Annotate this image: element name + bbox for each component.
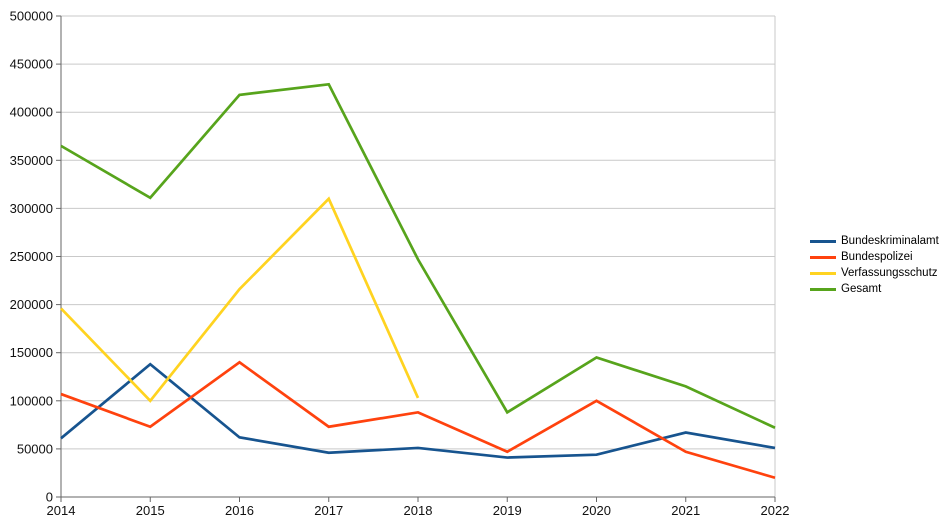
legend-label: Bundeskriminalamt xyxy=(841,235,939,247)
legend-line-swatch xyxy=(810,287,836,291)
y-tick-label: 350000 xyxy=(10,153,53,168)
legend-item-bundespolizei: Bundespolizei xyxy=(810,249,939,265)
y-tick-label: 0 xyxy=(46,490,53,505)
series-line-verfassungsschutz xyxy=(60,196,420,403)
x-tick-label: 2014 xyxy=(47,503,76,518)
y-tick-label: 450000 xyxy=(10,57,53,72)
y-tick-label: 150000 xyxy=(10,345,53,360)
series-line-bundeskriminalamt xyxy=(60,362,776,459)
series-line-bundespolizei xyxy=(60,360,776,480)
series-line-gesamt xyxy=(60,82,776,429)
y-tick-label: 400000 xyxy=(10,105,53,120)
y-tick-label: 100000 xyxy=(10,393,53,408)
legend-line-swatch xyxy=(810,271,836,275)
legend-item-gesamt: Gesamt xyxy=(810,281,939,297)
x-tick-label: 2020 xyxy=(582,503,611,518)
legend-line-swatch xyxy=(810,255,836,259)
y-tick-label: 500000 xyxy=(10,9,53,24)
legend-label: Bundespolizei xyxy=(841,251,913,263)
y-tick-label: 300000 xyxy=(10,201,53,216)
legend-line-swatch xyxy=(810,239,836,243)
y-tick-label: 50000 xyxy=(17,441,53,456)
x-tick-label: 2018 xyxy=(404,503,433,518)
x-tick-label: 2019 xyxy=(493,503,522,518)
legend: Bundeskriminalamt Bundespolizei Verfassung… xyxy=(810,233,939,297)
legend-item-bundeskriminalamt: Bundeskriminalamt xyxy=(810,233,939,249)
y-tick-label: 200000 xyxy=(10,297,53,312)
x-tick-label: 2017 xyxy=(314,503,343,518)
legend-label: Verfassungsschutz xyxy=(841,267,938,279)
legend-label: Gesamt xyxy=(841,283,882,295)
x-tick-label: 2016 xyxy=(225,503,254,518)
y-tick-label: 250000 xyxy=(10,249,53,264)
x-tick-label: 2015 xyxy=(136,503,165,518)
x-tick-label: 2022 xyxy=(761,503,790,518)
legend-item-verfassungsschutz: Verfassungsschutz xyxy=(810,265,939,281)
x-tick-label: 2021 xyxy=(671,503,700,518)
